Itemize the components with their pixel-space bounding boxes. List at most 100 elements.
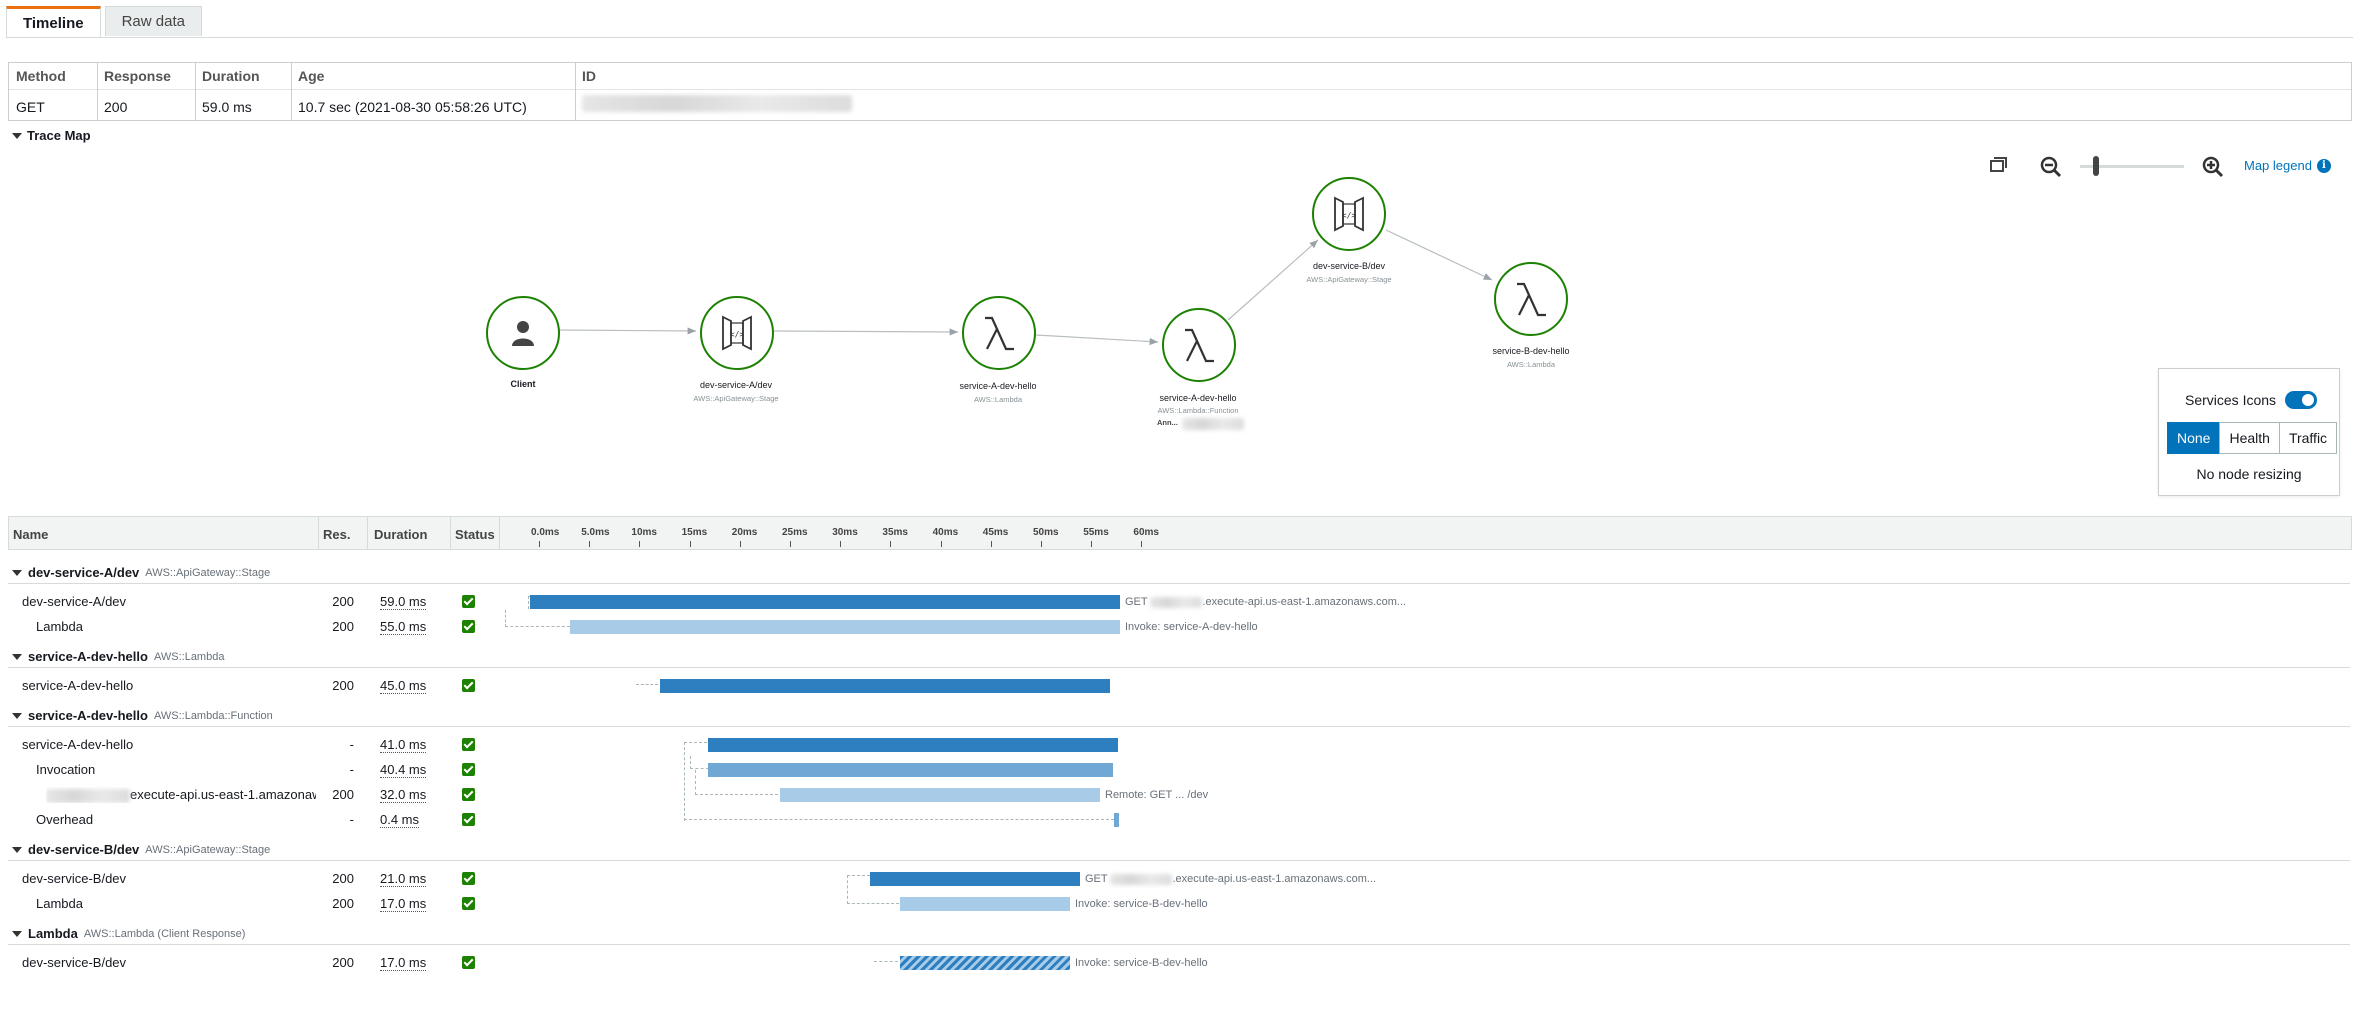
group-type: AWS::Lambda::Function xyxy=(153,709,273,722)
segment-bar[interactable] xyxy=(1114,813,1119,827)
node-dev-service-b[interactable]: </> xyxy=(1312,177,1386,251)
row-duration[interactable]: 32.0 ms xyxy=(380,787,427,803)
group-type: AWS::Lambda xyxy=(153,650,225,663)
segment-bar[interactable] xyxy=(708,763,1113,777)
group-service-a-lambda[interactable]: service-A-dev-hello AWS::Lambda xyxy=(12,649,224,664)
row-name[interactable]: dev-service-B/dev xyxy=(22,955,127,970)
caret-down-icon xyxy=(12,569,22,576)
row-name-remote[interactable]: execute-api.us-east-1.amazonaw xyxy=(46,787,316,803)
segment-bar[interactable] xyxy=(870,872,1080,886)
axis-tick-mark xyxy=(1041,541,1042,547)
segment-label: Remote: GET ... /dev xyxy=(1105,789,1209,801)
option-health[interactable]: Health xyxy=(2219,422,2280,454)
segment-label: GET .execute-api.us-east-1.amazonaws.com… xyxy=(1125,596,1407,608)
redacted-trace-id xyxy=(582,95,852,112)
map-legend-link[interactable]: Map legend i xyxy=(2244,158,2331,173)
row-name[interactable]: Lambda xyxy=(36,619,83,634)
row-name[interactable]: service-A-dev-hello xyxy=(22,678,134,693)
row-name[interactable]: service-A-dev-hello xyxy=(22,737,134,752)
zoom-slider-handle[interactable] xyxy=(2093,156,2099,176)
axis-tick-mark xyxy=(1141,541,1143,547)
tab-timeline[interactable]: Timeline xyxy=(6,6,101,37)
info-icon: i xyxy=(2316,158,2331,173)
redacted-annotation xyxy=(1182,418,1244,430)
axis-tick-mark xyxy=(589,541,591,547)
segment-label: Invoke: service-B-dev-hello xyxy=(1075,898,1208,910)
group-name: Lambda xyxy=(28,926,78,941)
zoom-out-icon[interactable] xyxy=(2040,156,2062,178)
timeline-header: Name Res. Duration Status 0.0ms 5.0ms 10ms… xyxy=(8,516,2352,550)
row-duration[interactable]: 40.4 ms xyxy=(380,762,427,778)
segment-bar[interactable] xyxy=(780,788,1100,802)
row-res: 200 xyxy=(332,678,354,693)
row-duration[interactable]: 45.0 ms xyxy=(380,678,427,694)
svg-text:</>: </> xyxy=(1342,211,1357,220)
node-service-a-function-label: service-A-dev-hello xyxy=(1159,393,1237,403)
node-service-a-function[interactable] xyxy=(1162,308,1236,382)
row-duration[interactable]: 17.0 ms xyxy=(380,896,427,912)
row-res: 200 xyxy=(332,871,354,886)
lambda-icon xyxy=(1517,282,1546,317)
row-name[interactable]: dev-service-B/dev xyxy=(22,871,127,886)
fit-to-screen-icon[interactable] xyxy=(1988,155,2008,175)
row-res: 200 xyxy=(332,955,354,970)
group-dev-service-b[interactable]: dev-service-B/dev AWS::ApiGateway::Stage xyxy=(12,842,270,857)
node-service-b-lambda-label: service-B-dev-hello xyxy=(1492,346,1570,356)
node-service-a-function-type: AWS::Lambda::Function xyxy=(1157,406,1239,415)
segment-bar[interactable] xyxy=(660,679,1110,693)
row-duration[interactable]: 55.0 ms xyxy=(380,619,427,635)
tab-bar: Timeline Raw data xyxy=(6,6,202,37)
row-duration[interactable]: 0.4 ms xyxy=(380,812,420,828)
node-service-a-lambda[interactable] xyxy=(962,296,1036,370)
row-duration[interactable]: 21.0 ms xyxy=(380,871,427,887)
trace-map-toggle[interactable]: Trace Map xyxy=(12,128,91,143)
row-duration[interactable]: 59.0 ms xyxy=(380,594,427,610)
zoom-slider[interactable] xyxy=(2080,156,2184,176)
axis-tick-mark xyxy=(890,541,892,547)
method-header: Method xyxy=(16,68,66,84)
group-lambda-client-response[interactable]: Lambda AWS::Lambda (Client Response) xyxy=(12,926,245,941)
row-name[interactable]: dev-service-A/dev xyxy=(22,594,127,609)
row-name[interactable]: Lambda xyxy=(36,896,83,911)
api-gateway-icon: </> xyxy=(1334,196,1364,232)
node-service-b-lambda-type: AWS::Lambda xyxy=(1506,360,1556,369)
lambda-icon xyxy=(985,316,1014,351)
row-duration[interactable]: 41.0 ms xyxy=(380,737,427,753)
node-service-b-lambda[interactable] xyxy=(1494,262,1568,336)
group-name: dev-service-B/dev xyxy=(28,842,140,857)
node-client[interactable] xyxy=(486,296,560,370)
zoom-in-icon[interactable] xyxy=(2202,156,2224,178)
lambda-icon xyxy=(1185,328,1214,363)
row-name[interactable]: Invocation xyxy=(36,762,96,777)
group-type: AWS::ApiGateway::Stage xyxy=(145,843,271,856)
axis-tick-label: 55ms xyxy=(1083,527,1109,538)
row-duration[interactable]: 17.0 ms xyxy=(380,955,427,971)
segment-bar[interactable] xyxy=(900,897,1070,911)
group-dev-service-a[interactable]: dev-service-A/dev AWS::ApiGateway::Stage xyxy=(12,565,270,580)
status-ok-icon xyxy=(462,897,475,910)
axis-tick-label: 30ms xyxy=(832,527,858,538)
group-service-a-function[interactable]: service-A-dev-hello AWS::Lambda::Functio… xyxy=(12,708,273,723)
segment-bar[interactable] xyxy=(708,738,1118,752)
col-name[interactable]: Name xyxy=(13,527,49,542)
option-traffic[interactable]: Traffic xyxy=(2278,422,2338,454)
col-duration[interactable]: Duration xyxy=(374,527,428,542)
services-icons-toggle[interactable] xyxy=(2285,391,2317,409)
caret-down-icon xyxy=(12,132,22,139)
status-ok-icon xyxy=(462,956,475,969)
trace-map-title: Trace Map xyxy=(27,128,91,143)
segment-bar[interactable] xyxy=(530,595,1120,609)
row-res: - xyxy=(349,812,354,827)
node-dev-service-a[interactable]: </> xyxy=(700,296,774,370)
segment-bar[interactable] xyxy=(570,620,1120,634)
axis-tick-label: 5.0ms xyxy=(581,527,610,538)
col-res[interactable]: Res. xyxy=(323,527,351,542)
option-none[interactable]: None xyxy=(2167,422,2221,454)
segment-bar[interactable] xyxy=(900,956,1070,970)
caret-down-icon xyxy=(12,930,22,937)
col-status[interactable]: Status xyxy=(455,527,495,542)
row-name[interactable]: Overhead xyxy=(36,812,94,827)
method-value: GET xyxy=(16,99,45,115)
node-annotation-label: Ann... xyxy=(1157,418,1178,427)
tab-raw-data[interactable]: Raw data xyxy=(104,6,202,36)
